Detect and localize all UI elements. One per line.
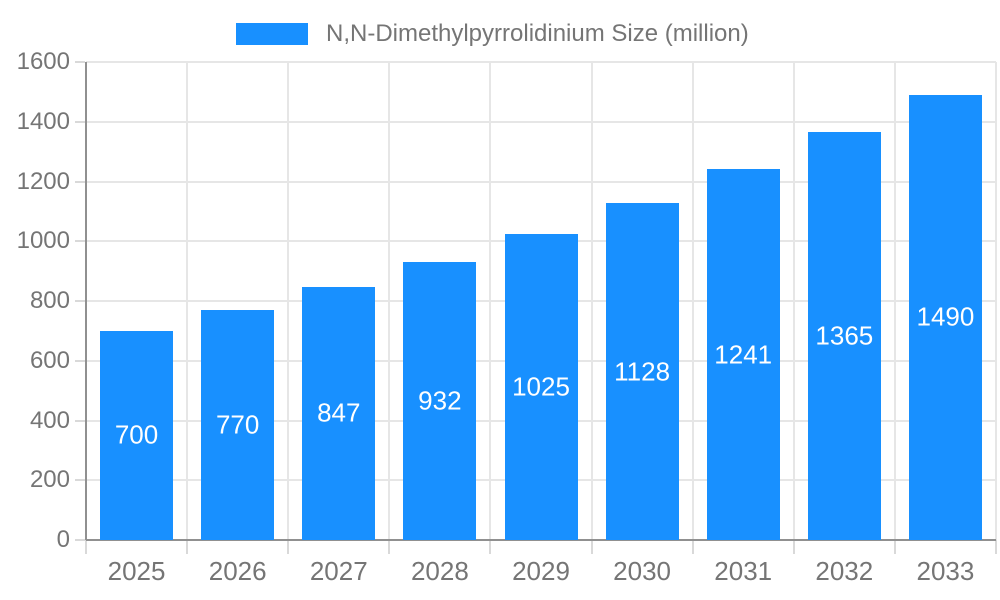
gridline-vertical (792, 62, 795, 540)
bar[interactable]: 1241 (706, 169, 780, 540)
bar[interactable]: 932 (403, 261, 477, 540)
gridline-vertical (388, 62, 391, 540)
y-axis-label: 0 (56, 526, 70, 553)
x-axis-label: 2027 (309, 556, 368, 586)
bar[interactable]: 1490 (908, 94, 982, 540)
bar[interactable]: 1025 (504, 233, 578, 540)
y-axis-label: 1000 (16, 227, 70, 255)
x-axis-line (86, 539, 996, 541)
legend-swatch (236, 23, 308, 45)
y-axis-label: 600 (29, 346, 70, 374)
y-axis-tick (75, 120, 85, 123)
bar[interactable]: 847 (302, 286, 376, 540)
y-axis-label: 400 (29, 406, 70, 434)
x-axis-tick (691, 540, 694, 554)
legend-item[interactable]: N,N-Dimethylpyrrolidinium Size (million) (236, 20, 749, 48)
x-axis-tick (85, 540, 87, 554)
y-axis-tick (75, 479, 85, 482)
x-axis-tick (186, 540, 189, 554)
bar-value-label: 770 (215, 409, 260, 440)
bar-value-label: 1365 (815, 320, 874, 351)
x-axis-label: 2028 (410, 556, 469, 586)
bar-value-label: 1490 (916, 301, 975, 332)
y-axis-tick (75, 61, 85, 63)
bar-value-label: 1025 (512, 371, 570, 402)
x-axis-label: 2031 (714, 556, 773, 586)
gridline-vertical (590, 62, 593, 540)
x-axis-tick (792, 540, 795, 554)
x-axis-label: 2033 (916, 556, 975, 586)
x-axis-tick (287, 540, 290, 554)
x-axis-label: 2032 (815, 556, 874, 586)
x-axis-tick (590, 540, 593, 554)
x-axis-tick (489, 540, 492, 554)
y-axis-label: 1600 (16, 48, 70, 75)
y-axis-line (85, 62, 87, 540)
bar-value-label: 847 (317, 397, 361, 428)
y-axis-tick (75, 539, 85, 541)
y-axis-tick (75, 240, 85, 243)
y-axis-label: 1200 (16, 167, 70, 195)
gridline-vertical (995, 62, 997, 540)
bar[interactable]: 700 (100, 330, 174, 540)
bar-value-label: 1241 (714, 339, 773, 370)
gridline-vertical (287, 62, 290, 540)
y-axis-label: 1400 (16, 107, 70, 135)
x-axis-tick (995, 540, 997, 554)
plot-area: 0 200 400 600 800 1000 1200 1400 1600 700 2025 770 2… (17, 49, 997, 586)
gridline-horizontal (86, 61, 996, 63)
gridline-vertical (691, 62, 694, 540)
y-axis-tick (75, 359, 85, 362)
x-axis-label: 2025 (107, 556, 166, 586)
bar-value-label: 932 (418, 385, 462, 416)
x-axis-tick (893, 540, 896, 554)
y-axis-tick (75, 419, 85, 422)
bar-value-label: 700 (114, 419, 159, 450)
x-axis-label: 2026 (208, 556, 267, 586)
gridline-vertical (186, 62, 189, 540)
x-axis-label: 2030 (613, 556, 672, 586)
y-axis-tick (75, 180, 85, 183)
gridline-vertical (893, 62, 896, 540)
bar-value-label: 1128 (614, 356, 671, 386)
y-axis-tick (75, 300, 85, 302)
gridline-vertical (489, 62, 492, 540)
x-axis-label: 2029 (512, 556, 570, 586)
y-axis-label: 200 (29, 466, 70, 494)
bar[interactable]: 770 (201, 309, 275, 540)
x-axis-tick (388, 540, 391, 554)
gridline-horizontal (86, 120, 996, 123)
bar[interactable]: 1365 (807, 132, 881, 540)
legend-label: N,N-Dimethylpyrrolidinium Size (million) (326, 20, 749, 47)
bar[interactable]: 1128 (605, 203, 679, 540)
y-axis-label: 800 (29, 287, 70, 314)
